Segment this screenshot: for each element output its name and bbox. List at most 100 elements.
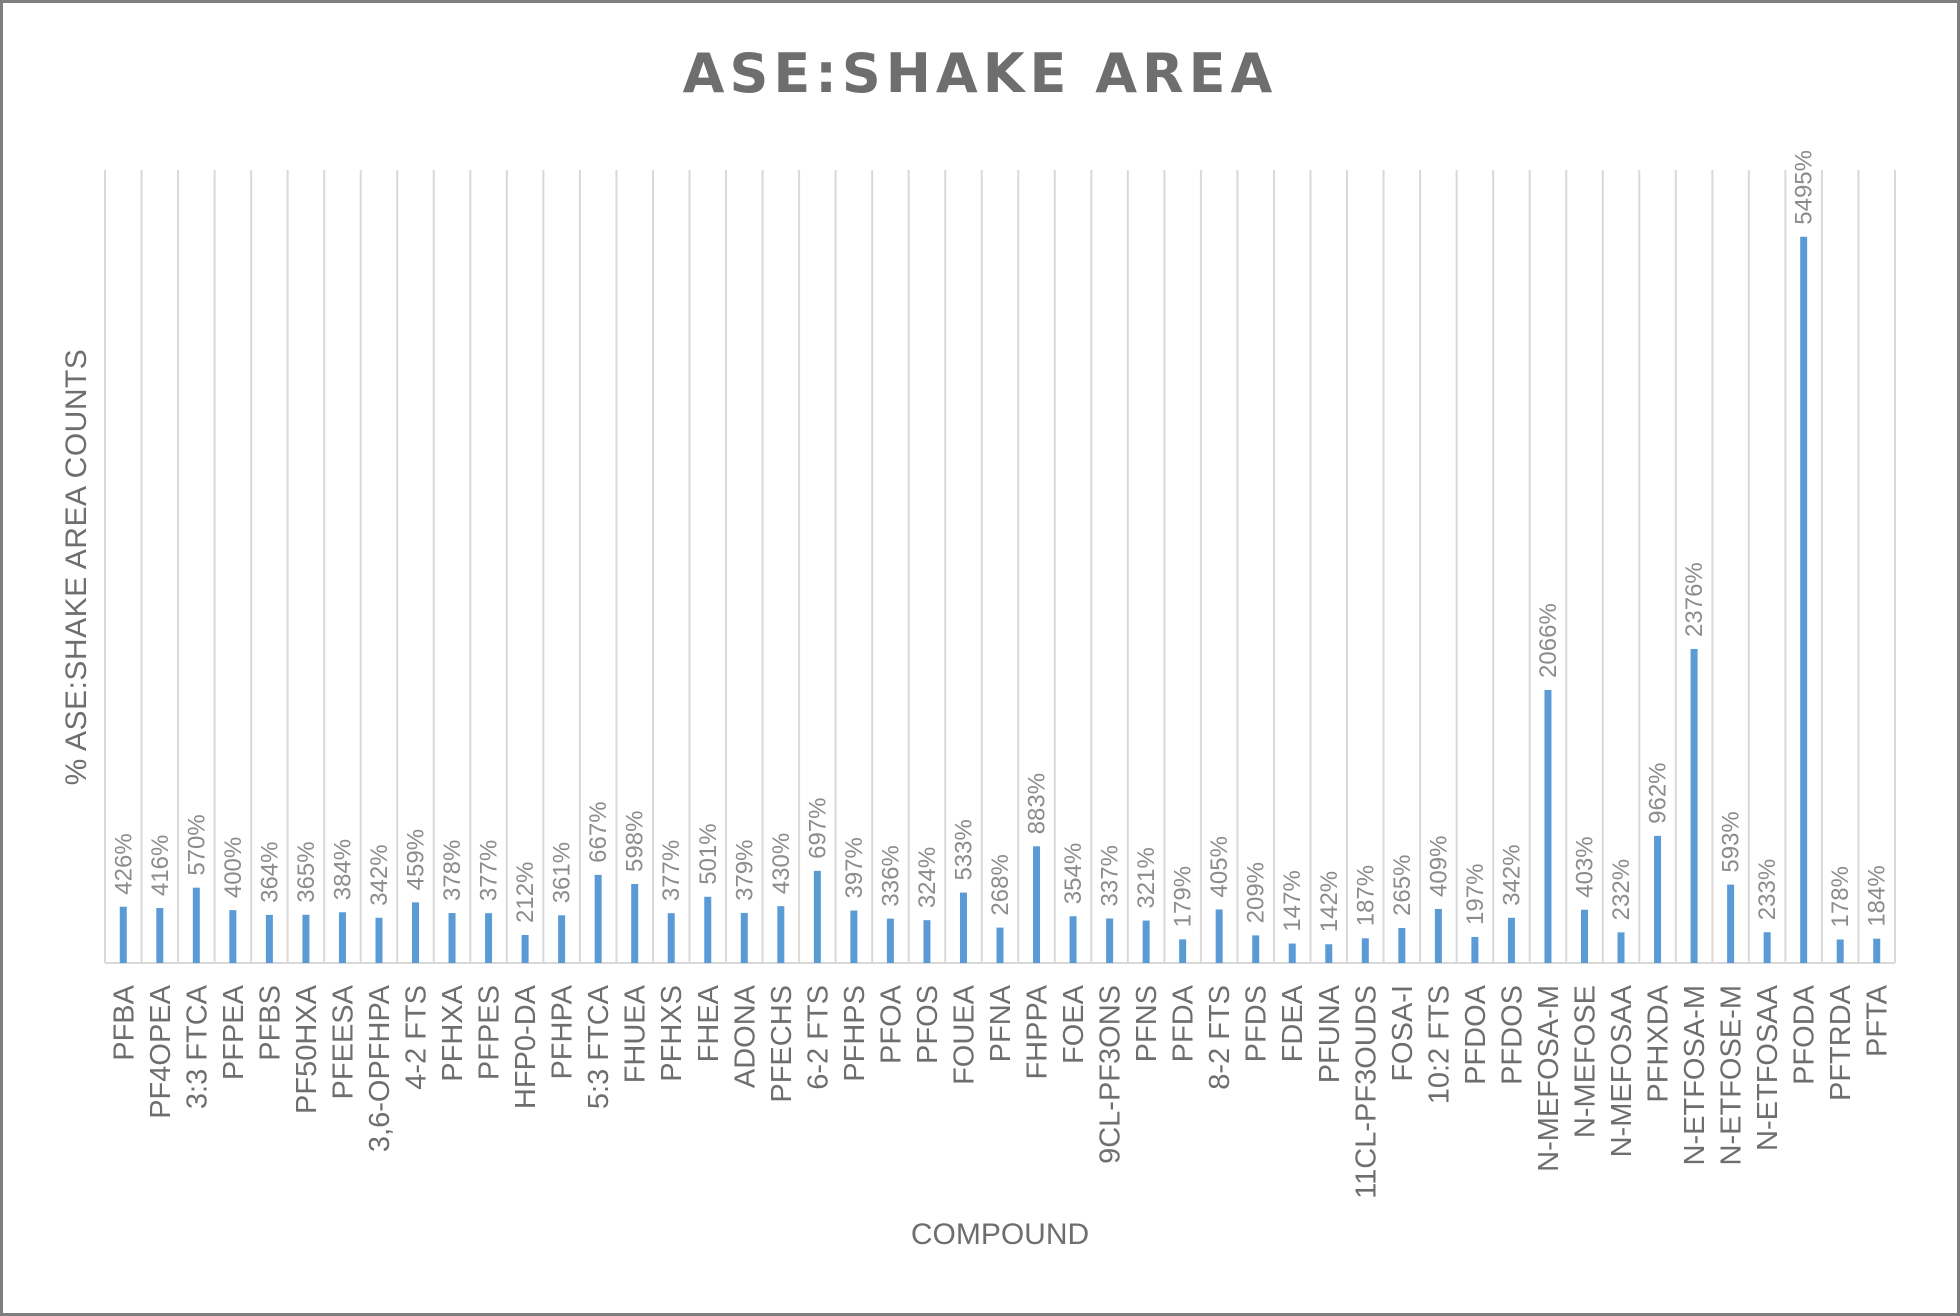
data-label: 342% — [1498, 844, 1525, 905]
bar — [1580, 909, 1588, 963]
x-tick-label: PFNS — [1131, 985, 1163, 1062]
x-tick-label: N-ETFOSE-M — [1716, 985, 1748, 1165]
x-tick-label: 11CL-PF3OUDS — [1350, 985, 1382, 1199]
data-label: 397% — [841, 837, 868, 898]
bar — [923, 920, 931, 963]
bar — [1690, 648, 1698, 963]
x-tick-label: FDEA — [1277, 984, 1309, 1062]
bar — [485, 913, 493, 963]
bar — [521, 934, 529, 963]
x-tick-label: PFTA — [1862, 984, 1894, 1057]
bar — [1142, 920, 1150, 963]
bar — [850, 910, 858, 963]
bar — [1288, 943, 1296, 963]
data-label: 336% — [877, 845, 904, 906]
bar — [1836, 939, 1844, 963]
x-tick-label: PF4OPEA — [145, 984, 177, 1118]
x-tick-label: PFDOS — [1496, 985, 1528, 1085]
x-tick-label: 8-2 FTS — [1204, 985, 1236, 1090]
bar — [1215, 909, 1223, 963]
bar — [631, 883, 639, 963]
data-label: 361% — [549, 842, 576, 903]
bar — [594, 874, 602, 963]
x-tick-label: PFTRDA — [1825, 984, 1857, 1101]
x-tick-label: PFHXS — [656, 985, 688, 1082]
bar — [777, 906, 785, 963]
bar — [338, 912, 346, 963]
data-label: 364% — [256, 842, 283, 903]
data-label: 2376% — [1681, 562, 1708, 637]
x-tick-label: 3:3 FTCA — [181, 984, 213, 1109]
data-label: 142% — [1316, 871, 1343, 932]
data-label: 697% — [804, 797, 831, 858]
data-label: 379% — [731, 840, 758, 901]
x-axis-title: COMPOUND — [910, 1218, 1090, 1251]
data-label: 533% — [950, 819, 977, 880]
data-label: 883% — [1024, 773, 1051, 834]
bar — [1069, 916, 1077, 963]
bar — [704, 896, 712, 963]
data-label: 337% — [1097, 845, 1124, 906]
x-tick-label: PFNA — [985, 984, 1017, 1062]
x-tick-label: PFHXA — [437, 984, 469, 1081]
bar — [1106, 918, 1114, 963]
bar — [1727, 884, 1735, 963]
x-tick-label: 6-2 FTS — [802, 985, 834, 1090]
bar — [667, 913, 675, 963]
x-tick-label: PFDS — [1241, 985, 1273, 1062]
bar — [1544, 689, 1552, 963]
x-tick-label: 3,6-OPFHPA — [364, 984, 396, 1152]
bar — [1361, 938, 1369, 963]
data-label: 378% — [439, 840, 466, 901]
x-tick-label: N-ETFOSA-M — [1679, 985, 1711, 1165]
bar — [375, 917, 383, 963]
data-label: 377% — [658, 840, 685, 901]
data-label: 184% — [1864, 865, 1891, 926]
x-tick-label: PFHPA — [547, 984, 579, 1079]
x-tick-label: PFPES — [474, 985, 506, 1080]
bar — [1252, 935, 1260, 963]
x-tick-label: PFODA — [1789, 984, 1821, 1085]
x-tick-label: PFOA — [875, 984, 907, 1064]
bar — [1654, 835, 1662, 963]
bar — [813, 870, 821, 963]
bar — [1033, 846, 1041, 963]
data-label: 179% — [1170, 866, 1197, 927]
x-tick-label: N-MEFOSAA — [1606, 984, 1638, 1157]
x-tick-label: FHUEA — [620, 984, 652, 1083]
x-axis-tick-labels: PFBA PF4OPEA 3:3 FTCA PFPEA PFBS PF50HXA PFEES… — [108, 984, 1893, 1198]
data-label: 147% — [1279, 870, 1306, 931]
data-label: 365% — [293, 841, 320, 902]
data-label: 265% — [1389, 855, 1416, 916]
bar — [265, 914, 273, 963]
data-label: 962% — [1645, 762, 1672, 823]
x-tick-label: PFBS — [254, 985, 286, 1061]
x-tick-label: 10:2 FTS — [1423, 985, 1455, 1104]
bar — [959, 892, 967, 963]
data-label: 570% — [183, 814, 210, 875]
x-tick-label: PFDA — [1168, 984, 1200, 1062]
data-label: 593% — [1718, 811, 1745, 872]
data-label: 430% — [768, 833, 795, 894]
data-label: 233% — [1754, 859, 1781, 920]
bar — [886, 918, 894, 963]
bar — [156, 908, 164, 963]
bar — [996, 927, 1004, 963]
x-tick-label: PFDOA — [1460, 984, 1492, 1085]
data-label: 598% — [622, 811, 649, 872]
bar — [1434, 908, 1442, 963]
data-label: 409% — [1425, 836, 1452, 897]
x-tick-label: FHEA — [693, 984, 725, 1062]
data-label: 232% — [1608, 859, 1635, 920]
data-label: 324% — [914, 847, 941, 908]
bar-series — [119, 236, 1881, 964]
x-tick-label: 4-2 FTS — [401, 985, 433, 1090]
bar — [1325, 944, 1333, 963]
bar — [1507, 917, 1515, 963]
bar — [1617, 932, 1625, 963]
bar — [302, 914, 310, 963]
data-label: 667% — [585, 801, 612, 862]
bar — [740, 912, 748, 963]
bar — [192, 887, 200, 963]
